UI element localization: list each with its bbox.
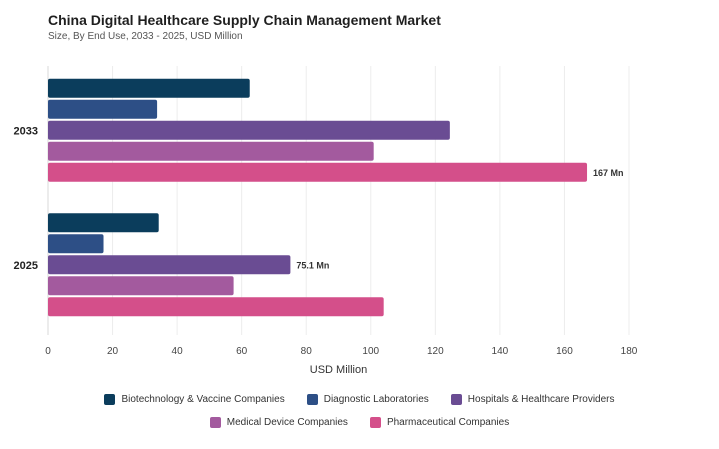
x-tick-label: 0: [45, 346, 51, 357]
bar: [48, 162, 588, 182]
legend-row: Biotechnology & Vaccine Companies Diagnos…: [0, 394, 719, 405]
legend-swatch: [104, 394, 116, 405]
legend-item: Medical Device Companies: [209, 417, 348, 428]
legend-label: Medical Device Companies: [226, 417, 348, 428]
legend-swatch: [306, 394, 318, 405]
legend-swatch: [450, 394, 462, 405]
legend-swatch: [209, 417, 221, 428]
x-tick-label: 60: [236, 346, 248, 357]
bar: [48, 297, 384, 317]
bar: [48, 255, 291, 275]
legend-row: Medical Device Companies Pharmaceutical C…: [0, 417, 719, 428]
legend-item: Hospitals & Healthcare Providers: [450, 394, 615, 405]
legend-item: Pharmaceutical Companies: [369, 417, 510, 428]
x-tick-label: 160: [556, 346, 573, 357]
x-tick-label: 100: [362, 346, 379, 357]
data-label: 167 Mn: [593, 168, 624, 178]
bar: [48, 213, 159, 233]
x-tick-label: 140: [492, 346, 509, 357]
x-tick-label: 180: [621, 346, 638, 357]
legend-label: Pharmaceutical Companies: [386, 417, 510, 428]
y-category-label: 2033: [14, 125, 38, 137]
data-label: 75.1 Mn: [296, 260, 329, 270]
legend-label: Hospitals & Healthcare Providers: [467, 394, 615, 405]
x-tick-label: 120: [427, 346, 444, 357]
bar: [48, 78, 250, 98]
x-tick-label: 20: [107, 346, 119, 357]
legend-item: Biotechnology & Vaccine Companies: [104, 394, 285, 405]
chart-legend: Biotechnology & Vaccine Companies Diagnos…: [0, 394, 719, 440]
legend-item: Diagnostic Laboratories: [306, 394, 429, 405]
chart-title: China Digital Healthcare Supply Chain Ma…: [48, 12, 441, 28]
x-axis-label: USD Million: [310, 364, 367, 376]
bar: [48, 141, 374, 161]
bar: [48, 99, 158, 119]
y-category-label: 2025: [14, 260, 38, 272]
chart-subtitle: Size, By End Use, 2033 - 2025, USD Milli…: [48, 31, 243, 42]
bar: [48, 120, 450, 140]
bar: [48, 276, 234, 296]
x-tick-label: 40: [172, 346, 184, 357]
x-tick-label: 80: [301, 346, 313, 357]
legend-label: Diagnostic Laboratories: [323, 394, 429, 405]
legend-label: Biotechnology & Vaccine Companies: [121, 394, 285, 405]
bar: [48, 234, 104, 254]
legend-swatch: [369, 417, 381, 428]
bar-chart: 0 20 40 60 80 100 120 140 160 180 2033 167 Mn 2025 75…: [14, 66, 638, 376]
